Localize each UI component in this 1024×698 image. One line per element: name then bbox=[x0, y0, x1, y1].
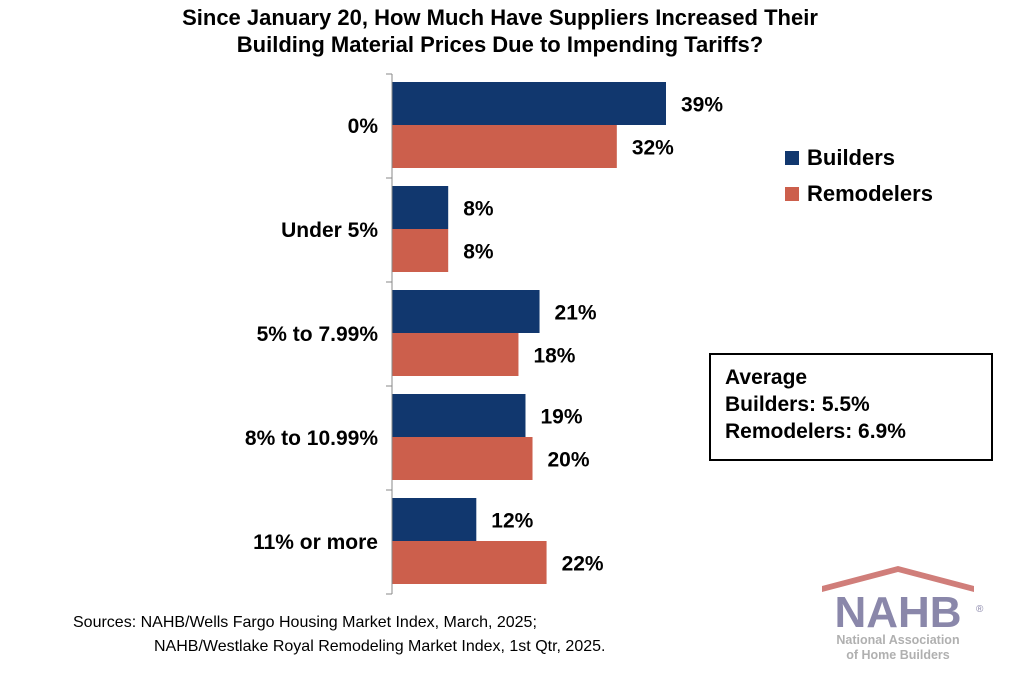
average-remodelers: Remodelers: 6.9% bbox=[725, 420, 906, 443]
bar-builders-0 bbox=[392, 82, 666, 125]
data-label-builders-0: 39% bbox=[681, 94, 723, 117]
sources-note: Sources: NAHB/Wells Fargo Housing Market… bbox=[73, 611, 605, 659]
category-label-5-to-7-99: 5% to 7.99% bbox=[257, 323, 379, 346]
data-label-remodelers-under-5: 8% bbox=[463, 241, 494, 264]
bar-remodelers-8-to-10-99 bbox=[392, 437, 533, 480]
data-label-remodelers-5-to-7-99: 18% bbox=[533, 345, 575, 368]
title-line-1: Since January 20, How Much Have Supplier… bbox=[182, 5, 818, 30]
source-line-1: Sources: NAHB/Wells Fargo Housing Market… bbox=[73, 614, 537, 631]
logo-wordmark: NAHB bbox=[834, 588, 961, 634]
data-label-builders-under-5: 8% bbox=[463, 198, 494, 221]
data-label-builders-8-to-10-99: 19% bbox=[540, 406, 582, 429]
bar-remodelers-11-or-more bbox=[392, 541, 547, 584]
category-label-11-or-more: 11% or more bbox=[253, 531, 378, 554]
bar-builders-8-to-10-99 bbox=[392, 394, 526, 437]
category-label-0: 0% bbox=[348, 115, 379, 138]
logo-registered-mark: ® bbox=[976, 604, 984, 615]
data-label-remodelers-8-to-10-99: 20% bbox=[548, 449, 590, 472]
legend-label-builders: Builders bbox=[807, 145, 896, 170]
logo-tagline-line-2: of Home Builders bbox=[846, 648, 950, 662]
logo-roof-shape bbox=[822, 566, 974, 592]
category-label-under-5: Under 5% bbox=[281, 219, 378, 242]
bar-builders-under-5 bbox=[392, 186, 449, 229]
category-label-8-to-10-99: 8% to 10.99% bbox=[245, 427, 378, 450]
logo-tagline: National Association of Home Builders bbox=[812, 633, 984, 663]
data-label-remodelers-11-or-more: 22% bbox=[562, 553, 604, 576]
data-label-remodelers-0: 32% bbox=[632, 137, 674, 160]
nahb-logo-mark: NAHB ® bbox=[822, 566, 984, 637]
average-heading: Average bbox=[725, 366, 808, 389]
legend-swatch-remodelers bbox=[785, 187, 799, 201]
legend-swatch-builders bbox=[785, 151, 799, 165]
bar-builders-11-or-more bbox=[392, 498, 477, 541]
data-label-builders-11-or-more: 12% bbox=[491, 510, 533, 533]
data-label-builders-5-to-7-99: 21% bbox=[555, 302, 597, 325]
title-line-2: Building Material Prices Due to Impendin… bbox=[236, 32, 764, 57]
source-line-2: NAHB/Westlake Royal Remodeling Market In… bbox=[154, 638, 606, 655]
average-annotation-box: Average Builders: 5.5% Remodelers: 6.9% bbox=[709, 353, 993, 461]
average-builders: Builders: 5.5% bbox=[725, 393, 870, 416]
nahb-logo: NAHB ® National Association of Home Buil… bbox=[812, 564, 984, 674]
legend-label-remodelers: Remodelers bbox=[807, 181, 933, 206]
bar-remodelers-5-to-7-99 bbox=[392, 333, 519, 376]
bar-builders-5-to-7-99 bbox=[392, 290, 540, 333]
chart-title: Since January 20, How Much Have Supplier… bbox=[0, 4, 1000, 58]
bar-remodelers-under-5 bbox=[392, 229, 449, 272]
legend-item-remodelers: Remodelers bbox=[785, 176, 933, 212]
legend-item-builders: Builders bbox=[785, 140, 933, 176]
legend: Builders Remodelers bbox=[785, 140, 933, 212]
logo-tagline-line-1: National Association bbox=[836, 633, 960, 647]
bar-remodelers-0 bbox=[392, 125, 617, 168]
